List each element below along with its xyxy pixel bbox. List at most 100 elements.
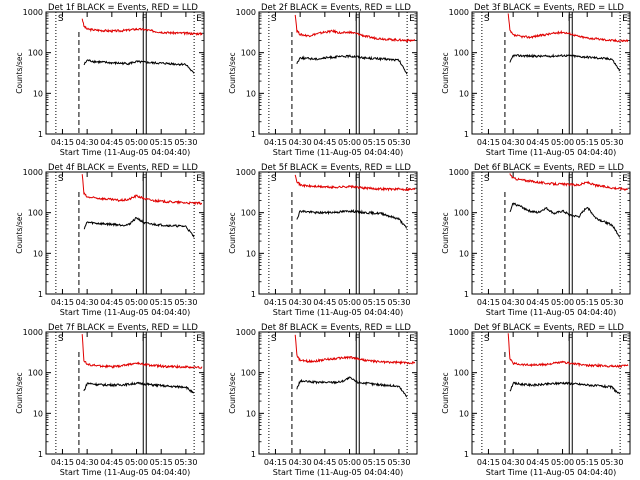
end-marker-label: E <box>196 174 202 184</box>
x-tick-label: 04:30 <box>76 458 99 467</box>
start-marker-label: S <box>58 174 64 184</box>
series-lld <box>294 14 415 43</box>
y-tick-label: 100 <box>454 49 469 58</box>
x-tick-label: 04:45 <box>313 298 336 307</box>
x-axis-label: Start Time (11-Aug-05 04:04:40) <box>273 468 404 477</box>
x-tick-label: 05:30 <box>174 298 197 307</box>
x-axis-label: Start Time (11-Aug-05 04:04:40) <box>60 468 191 477</box>
x-tick-label: 05:30 <box>387 298 410 307</box>
y-tick-label: 100 <box>454 209 469 218</box>
series-events <box>296 209 407 229</box>
x-tick-label: 05:00 <box>551 458 574 467</box>
y-axis-label: Counts/sec <box>228 372 237 413</box>
x-tick-label: 04:45 <box>100 458 123 467</box>
y-axis-label: Counts/sec <box>15 212 24 253</box>
x-tick-label: 04:30 <box>289 298 312 307</box>
end-marker-label: E <box>409 14 415 24</box>
plot-frame <box>258 11 418 135</box>
start-marker-label: S <box>484 334 490 344</box>
end-marker-label: E <box>622 334 628 344</box>
x-tick-label: 04:15 <box>51 458 74 467</box>
y-tick-label: 10 <box>33 249 43 258</box>
x-tick-label: 05:15 <box>576 138 599 147</box>
y-tick-label: 100 <box>28 369 43 378</box>
end-marker-label: E <box>196 14 202 24</box>
x-tick-label: 04:45 <box>313 138 336 147</box>
x-axis-label: Start Time (11-Aug-05 04:04:40) <box>60 308 191 317</box>
y-tick-label: 100 <box>454 369 469 378</box>
x-axis-label: Start Time (11-Aug-05 04:04:40) <box>486 148 617 157</box>
panel-5: Det 5f BLACK = Events, RED = LLD 1 10 100 10… <box>228 163 418 317</box>
end-marker-label: E <box>622 174 628 184</box>
x-axis-label: Start Time (11-Aug-05 04:04:40) <box>273 148 404 157</box>
start-marker-label: S <box>271 334 277 344</box>
flare-marker-label: F <box>568 334 573 344</box>
y-tick-label: 100 <box>28 209 43 218</box>
flare-marker-label: F <box>142 174 147 184</box>
x-tick-label: 04:30 <box>76 298 99 307</box>
series-lld <box>81 334 203 370</box>
x-tick-label: 05:30 <box>174 458 197 467</box>
y-axis-label: Counts/sec <box>228 212 237 253</box>
plot-frame <box>258 171 418 295</box>
x-axis-label: Start Time (11-Aug-05 04:04:40) <box>273 308 404 317</box>
series-events <box>83 59 195 74</box>
flare-marker-label: F <box>568 14 573 24</box>
y-tick-label: 1000 <box>23 168 43 177</box>
series-events <box>509 202 621 238</box>
x-tick-label: 05:00 <box>125 138 148 147</box>
y-tick-label: 100 <box>28 49 43 58</box>
x-tick-label: 05:00 <box>338 138 361 147</box>
x-tick-label: 04:30 <box>289 138 312 147</box>
series-events <box>83 381 195 394</box>
flare-marker-label: F <box>355 14 360 24</box>
x-tick-label: 05:15 <box>576 298 599 307</box>
panel-6: Det 6f BLACK = Events, RED = LLD 1 10 100 10… <box>441 163 631 317</box>
series-lld <box>294 174 416 192</box>
flare-marker-label: F <box>142 334 147 344</box>
x-tick-label: 04:30 <box>502 458 525 467</box>
x-tick-label: 04:30 <box>289 458 312 467</box>
panel-1: Det 1f BLACK = Events, RED = LLD 1 10 100 10… <box>15 3 205 157</box>
y-tick-label: 1 <box>38 450 43 459</box>
y-tick-label: 1 <box>464 450 469 459</box>
x-tick-label: 04:45 <box>526 458 549 467</box>
y-tick-label: 100 <box>241 49 256 58</box>
start-marker-label: S <box>58 334 64 344</box>
y-tick-label: 10 <box>33 89 43 98</box>
series-events <box>296 54 408 75</box>
y-axis-label: Counts/sec <box>228 52 237 93</box>
x-tick-label: 04:45 <box>313 458 336 467</box>
x-tick-label: 05:00 <box>551 298 574 307</box>
y-tick-label: 10 <box>246 249 256 258</box>
x-tick-label: 05:00 <box>125 458 148 467</box>
y-axis-label: Counts/sec <box>15 372 24 413</box>
panel-9: Det 9f BLACK = Events, RED = LLD 1 10 100 10… <box>441 323 631 477</box>
plot-frame <box>45 11 205 135</box>
series-events <box>296 376 408 398</box>
series-events <box>509 53 621 72</box>
panel-title: Det 2f BLACK = Events, RED = LLD <box>261 3 411 13</box>
y-tick-label: 1 <box>464 290 469 299</box>
x-tick-label: 05:30 <box>174 138 197 147</box>
x-tick-label: 04:15 <box>264 298 287 307</box>
y-axis-label: Counts/sec <box>15 52 24 93</box>
y-tick-label: 1000 <box>449 168 469 177</box>
y-tick-label: 1000 <box>23 328 43 337</box>
x-tick-label: 04:15 <box>264 458 287 467</box>
panel-title: Det 8f BLACK = Events, RED = LLD <box>261 323 411 333</box>
plot-frame <box>258 331 418 455</box>
y-tick-label: 1000 <box>236 328 256 337</box>
panel-title: Det 5f BLACK = Events, RED = LLD <box>261 163 411 173</box>
y-tick-label: 100 <box>241 209 256 218</box>
end-marker-label: E <box>622 14 628 24</box>
x-tick-label: 04:45 <box>526 298 549 307</box>
y-tick-label: 1000 <box>449 8 469 17</box>
y-tick-label: 10 <box>459 249 469 258</box>
panel-2: Det 2f BLACK = Events, RED = LLD 1 10 100 10… <box>228 3 418 157</box>
series-lld <box>81 174 202 206</box>
y-tick-label: 1000 <box>236 168 256 177</box>
series-events <box>83 216 195 238</box>
plot-frame <box>45 331 205 455</box>
x-tick-label: 04:15 <box>477 298 500 307</box>
